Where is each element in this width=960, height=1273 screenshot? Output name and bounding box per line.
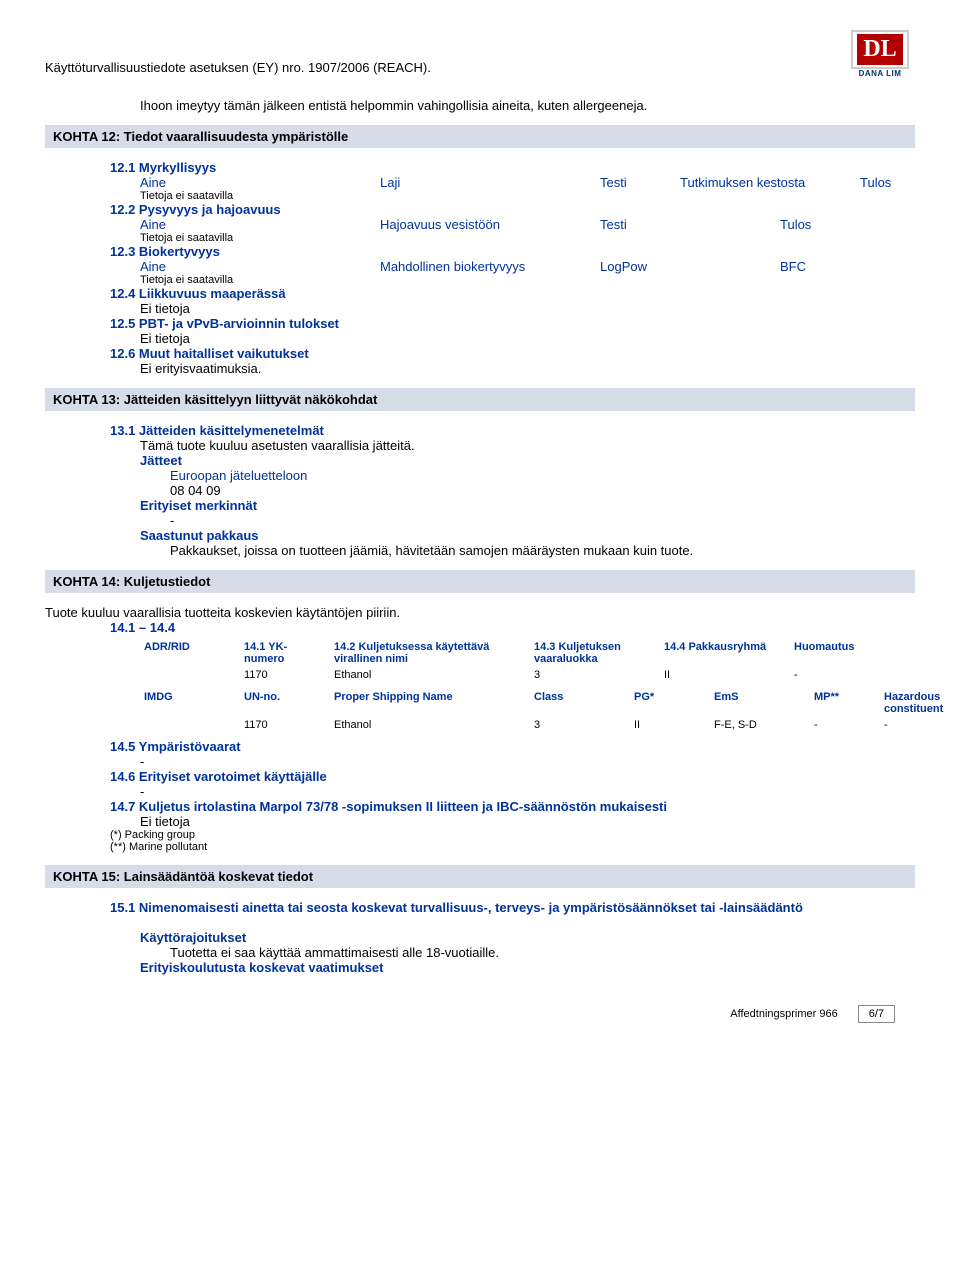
s12-3-header-row: Aine Mahdollinen biokertyvyys LogPow BFC	[140, 259, 915, 274]
s13-1-text: Tämä tuote kuuluu asetusten vaarallisia …	[140, 438, 915, 453]
adr-h-psn: 14.2 Kuljetuksessa käytettävä virallinen…	[330, 639, 530, 667]
s12-6-note: Ei erityisvaatimuksia.	[110, 361, 915, 376]
s12-3-note: Tietoja ei saatavilla	[140, 274, 915, 286]
special-markings-val: -	[140, 513, 915, 528]
col-aine: Aine	[140, 259, 380, 274]
restrict-label: Käyttörajoitukset	[110, 930, 915, 945]
imdg-table: IMDG UN-no. Proper Shipping Name Class P…	[140, 689, 915, 733]
col-logpow: LogPow	[600, 259, 780, 274]
imdg-class: 3	[530, 717, 630, 733]
brand-logo: DL DANA LIM	[845, 30, 915, 78]
contam-pack-text: Pakkaukset, joissa on tuotteen jäämiä, h…	[140, 543, 915, 558]
section-14-5-label: 14.5 Ympäristövaarat	[110, 739, 915, 754]
ewc-label: Euroopan jäteluetteloon	[140, 468, 915, 483]
s12-2-header-row: Aine Hajoavuus vesistöön Testi Tulos	[140, 217, 915, 232]
adr-class: 3	[530, 667, 660, 683]
section-14-7-label: 14.7 Kuljetus irtolastina Marpol 73/78 -…	[110, 799, 915, 814]
section-12-6-label: 12.6 Muut haitalliset vaikutukset	[110, 346, 915, 361]
s12-2-note: Tietoja ei saatavilla	[140, 232, 915, 244]
imdg-h-class: Class	[530, 689, 630, 717]
header-title: Käyttöturvallisuustiedote asetuksen (EY)…	[45, 30, 431, 75]
imdg-ems: F-E, S-D	[710, 717, 810, 733]
col-laji: Laji	[380, 175, 600, 190]
s12-1-header-row: Aine Laji Testi Tutkimuksen kestosta Tul…	[140, 175, 915, 190]
adr-un: 1170	[240, 667, 330, 683]
s14-7-val: Ei tietoja	[110, 814, 915, 829]
section-13-title: KOHTA 13: Jätteiden käsittelyyn liittyvä…	[45, 388, 915, 411]
section-12-1-label: 12.1 Myrkyllisyys	[110, 160, 915, 175]
col-kesto: Tutkimuksen kestosta	[680, 175, 860, 190]
s12-1-note: Tietoja ei saatavilla	[140, 190, 915, 202]
adr-h-un: 14.1 YK-numero	[240, 639, 330, 667]
col-aine: Aine	[140, 175, 380, 190]
section-15-title: KOHTA 15: Lainsäädäntöä koskevat tiedot	[45, 865, 915, 888]
contam-pack-label: Saastunut pakkaus	[140, 528, 915, 543]
section-14-title: KOHTA 14: Kuljetustiedot	[45, 570, 915, 593]
section-15-1-label: 15.1 Nimenomaisesti ainetta tai seosta k…	[110, 900, 915, 915]
section-12-title: KOHTA 12: Tiedot vaarallisuudesta ympäri…	[45, 125, 915, 148]
col-aine: Aine	[140, 217, 380, 232]
section-12-2-label: 12.2 Pysyvyys ja hajoavuus	[110, 202, 915, 217]
col-bfc: BFC	[780, 259, 860, 274]
col-tulos: Tulos	[780, 217, 860, 232]
s12-4-note: Ei tietoja	[110, 301, 915, 316]
s14-intro: Tuote kuuluu vaarallisia tuotteita koske…	[45, 605, 915, 620]
adr-pg: II	[660, 667, 790, 683]
ewc-code: 08 04 09	[140, 483, 915, 498]
imdg-h-pg: PG*	[630, 689, 710, 717]
imdg-un: 1170	[240, 717, 330, 733]
logo-subtext: DANA LIM	[845, 69, 915, 78]
col-testi: Testi	[600, 175, 680, 190]
adr-psn: Ethanol	[330, 667, 530, 683]
footer-page: 6/7	[858, 1005, 895, 1023]
col-hajoavuus: Hajoavuus vesistöön	[380, 217, 600, 232]
training-label: Erityiskoulutusta koskevat vaatimukset	[110, 960, 915, 975]
section-14-6-label: 14.6 Erityiset varotoimet käyttäjälle	[110, 769, 915, 784]
col-tulos: Tulos	[860, 175, 940, 190]
imdg-pg: II	[630, 717, 710, 733]
imdg-h-ems: EmS	[710, 689, 810, 717]
s14-6-val: -	[110, 784, 915, 799]
col-biokert: Mahdollinen biokertyvyys	[380, 259, 600, 274]
section-12-4-label: 12.4 Liikkuvuus maaperässä	[110, 286, 915, 301]
s14-5-val: -	[110, 754, 915, 769]
adr-note: -	[790, 667, 880, 683]
s14-footnote-1: (*) Packing group	[110, 829, 915, 841]
page-footer: Affedtningsprimer 966 6/7	[45, 1005, 915, 1023]
adr-h-pg: 14.4 Pakkausryhmä	[660, 639, 790, 667]
adr-table: ADR/RID 14.1 YK-numero 14.2 Kuljetuksess…	[140, 639, 915, 683]
imdg-h-haz: Hazardous constituent	[880, 689, 960, 717]
logo-mark: DL	[857, 34, 902, 65]
s14-footnote-2: (**) Marine pollutant	[110, 841, 915, 853]
page-header: Käyttöturvallisuustiedote asetuksen (EY)…	[45, 30, 915, 78]
imdg-h-un: UN-no.	[240, 689, 330, 717]
section-12-5-label: 12.5 PBT- ja vPvB-arvioinnin tulokset	[110, 316, 915, 331]
special-markings-label: Erityiset merkinnät	[140, 498, 915, 513]
adr-mode: ADR/RID	[140, 639, 240, 667]
restrict-text: Tuotetta ei saa käyttää ammattimaisesti …	[110, 945, 915, 960]
section-13-1-label: 13.1 Jätteiden käsittelymenetelmät	[110, 423, 915, 438]
imdg-mp: -	[810, 717, 880, 733]
intro-text: Ihoon imeytyy tämän jälkeen entistä help…	[45, 98, 915, 113]
imdg-h-mp: MP**	[810, 689, 880, 717]
imdg-haz: -	[880, 717, 960, 733]
imdg-mode: IMDG	[140, 689, 240, 717]
imdg-h-psn: Proper Shipping Name	[330, 689, 530, 717]
waste-heading: Jätteet	[140, 453, 915, 468]
s12-5-note: Ei tietoja	[110, 331, 915, 346]
adr-h-class: 14.3 Kuljetuksen vaaraluokka	[530, 639, 660, 667]
adr-h-note: Huomautus	[790, 639, 880, 667]
imdg-psn: Ethanol	[330, 717, 530, 733]
section-12-3-label: 12.3 Biokertyvyys	[110, 244, 915, 259]
col-testi: Testi	[600, 217, 780, 232]
s14-range: 14.1 – 14.4	[110, 620, 915, 635]
footer-product: Affedtningsprimer 966	[730, 1008, 837, 1020]
